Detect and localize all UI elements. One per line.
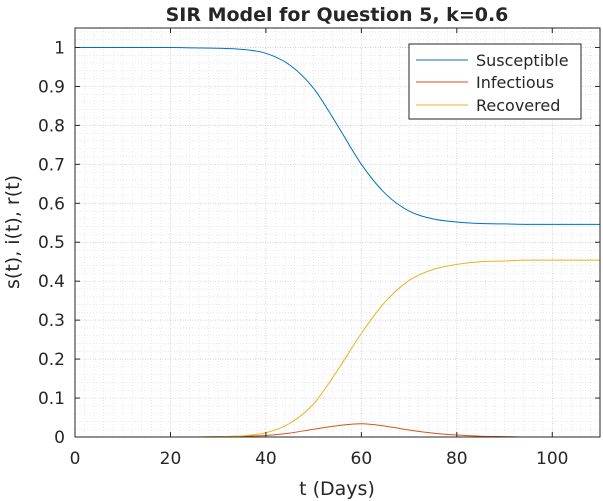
- y-tick-label: 0.7: [38, 155, 65, 175]
- x-tick-label: 80: [446, 449, 468, 469]
- x-tick-label: 20: [160, 449, 182, 469]
- y-tick-label: 0.6: [38, 194, 65, 214]
- chart-title: SIR Model for Question 5, k=0.6: [166, 4, 509, 26]
- y-tick-label: 0.2: [38, 350, 65, 370]
- y-tick-label: 0: [54, 428, 65, 448]
- plot-frame: [74, 27, 601, 438]
- x-tick-labels: 0 20 40 60 80 100: [70, 449, 569, 469]
- y-tick-label: 0.9: [38, 77, 65, 97]
- y-tick-label: 0.5: [38, 233, 65, 253]
- y-axis-label: s(t), i(t), r(t): [2, 175, 24, 289]
- y-tick-label: 0.3: [38, 311, 65, 331]
- y-tick-labels: 0 0.1 0.2 0.3 0.4 0.5 0.6 0.7 0.8 0.9 1: [38, 38, 65, 448]
- y-tick-label: 0.8: [38, 116, 65, 136]
- y-tick-label: 1: [54, 38, 65, 58]
- x-axis-label: t (Days): [299, 478, 375, 500]
- x-tick-label: 40: [255, 449, 277, 469]
- legend-label-infectious: Infectious: [476, 73, 554, 92]
- x-tick-label: 60: [351, 449, 373, 469]
- legend: Susceptible Infectious Recovered: [408, 43, 582, 120]
- y-tick-label: 0.1: [38, 389, 65, 409]
- minor-grid: [75, 28, 600, 437]
- legend-label-recovered: Recovered: [476, 96, 560, 115]
- x-tick-label: 0: [70, 449, 81, 469]
- y-tick-label: 0.4: [38, 272, 65, 292]
- legend-label-susceptible: Susceptible: [476, 51, 569, 70]
- x-tick-label: 100: [536, 449, 568, 469]
- series-line-susceptible: [74, 46, 600, 225]
- tick-marks: [74, 28, 600, 438]
